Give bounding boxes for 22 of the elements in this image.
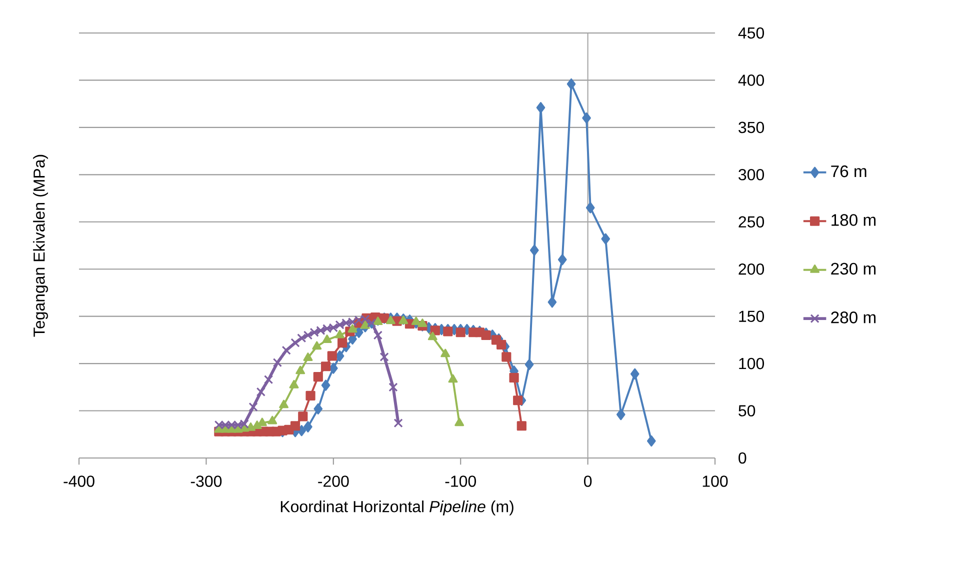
x-tick-label: -100 — [445, 476, 476, 487]
y-tick-label: 100 — [739, 358, 764, 370]
x-tick-label: -200 — [318, 476, 349, 487]
legend-label: 280 m — [831, 312, 876, 324]
y-tick-label: 450 — [738, 27, 764, 39]
x-tick-label: 0 — [584, 476, 592, 487]
y-tick-label: 350 — [738, 122, 764, 134]
y-axis-title: Tegangan Ekivalen (MPa) — [33, 154, 48, 337]
legend-label: 230 m — [831, 262, 876, 275]
y-tick-label: 400 — [738, 74, 764, 86]
legend-label: 180 m — [832, 214, 876, 226]
y-tick-label: 250 — [738, 216, 764, 228]
y-tick-label: 200 — [738, 263, 764, 275]
legend-label: 76 m — [831, 165, 866, 178]
x-tick-label: -300 — [190, 476, 222, 487]
y-tick-label: 50 — [738, 405, 756, 416]
x-axis-title: Koordinat Horizontal Pipeline (m) — [280, 500, 514, 516]
x-tick-label: 100 — [702, 476, 728, 487]
x-tick-label: -400 — [64, 476, 94, 487]
y-tick-label: 150 — [739, 310, 764, 322]
y-tick-label: 300 — [738, 168, 764, 180]
y-tick-label: 0 — [738, 452, 746, 464]
